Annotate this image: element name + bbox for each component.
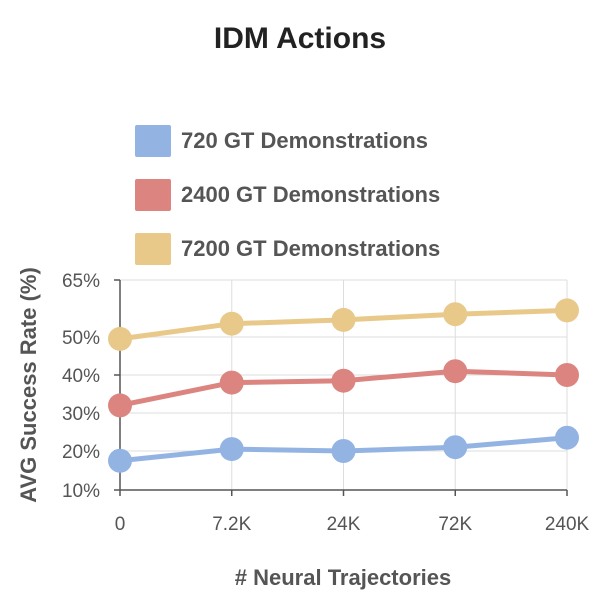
data-point-0-4	[555, 425, 579, 450]
legend-item-7200: 7200 GT Demonstrations	[135, 233, 440, 265]
data-point-1-3	[443, 359, 468, 384]
data-point-1-1	[219, 370, 244, 395]
x-tick-label: 0	[115, 514, 126, 535]
data-point-0-0	[108, 448, 132, 473]
legend-label-720: 720 GT Demonstrations	[181, 128, 428, 153]
data-point-1-4	[555, 363, 579, 387]
y-tick-label: 20%	[62, 442, 100, 463]
legend-label-2400: 2400 GT Demonstrations	[181, 182, 441, 207]
x-tick-label: 24K	[327, 514, 361, 535]
y-tick-label: 50%	[62, 328, 100, 349]
legend-swatch-2400	[135, 179, 171, 211]
y-axis-title: AVG Success Rate (%)	[16, 267, 41, 503]
legend-item-720: 720 GT Demonstrations	[135, 125, 428, 157]
legend-swatch-720	[135, 125, 171, 157]
x-tick-label: 7.2K	[212, 514, 251, 535]
x-axis-title: # Neural Trajectories	[235, 565, 451, 590]
data-point-1-2	[331, 368, 356, 393]
data-point-0-1	[219, 437, 244, 462]
data-point-2-2	[331, 307, 356, 332]
data-point-2-3	[443, 302, 468, 327]
y-tick-label: 40%	[62, 366, 100, 387]
data-point-0-2	[331, 439, 356, 463]
data-point-2-1	[219, 311, 244, 336]
data-point-2-4	[555, 298, 579, 323]
series-lines	[108, 298, 579, 473]
data-point-2-0	[108, 326, 132, 351]
legend-item-2400: 2400 GT Demonstrations	[135, 179, 440, 211]
data-point-1-0	[108, 393, 132, 418]
y-tick-label: 65%	[62, 271, 100, 292]
y-tick-label: 30%	[62, 404, 100, 425]
legend-swatch-7200	[135, 233, 171, 265]
y-tick-label: 10%	[62, 481, 100, 502]
x-tick-label: 240K	[545, 514, 590, 535]
legend-label-7200: 7200 GT Demonstrations	[181, 236, 441, 261]
axes: 10% 20% 30% 40% 50% 65% 0 7.2K 24K 72K 240K	[62, 271, 590, 535]
data-point-0-3	[443, 435, 468, 460]
x-tick-label: 72K	[438, 514, 472, 535]
chart-title: IDM Actions	[213, 22, 387, 55]
